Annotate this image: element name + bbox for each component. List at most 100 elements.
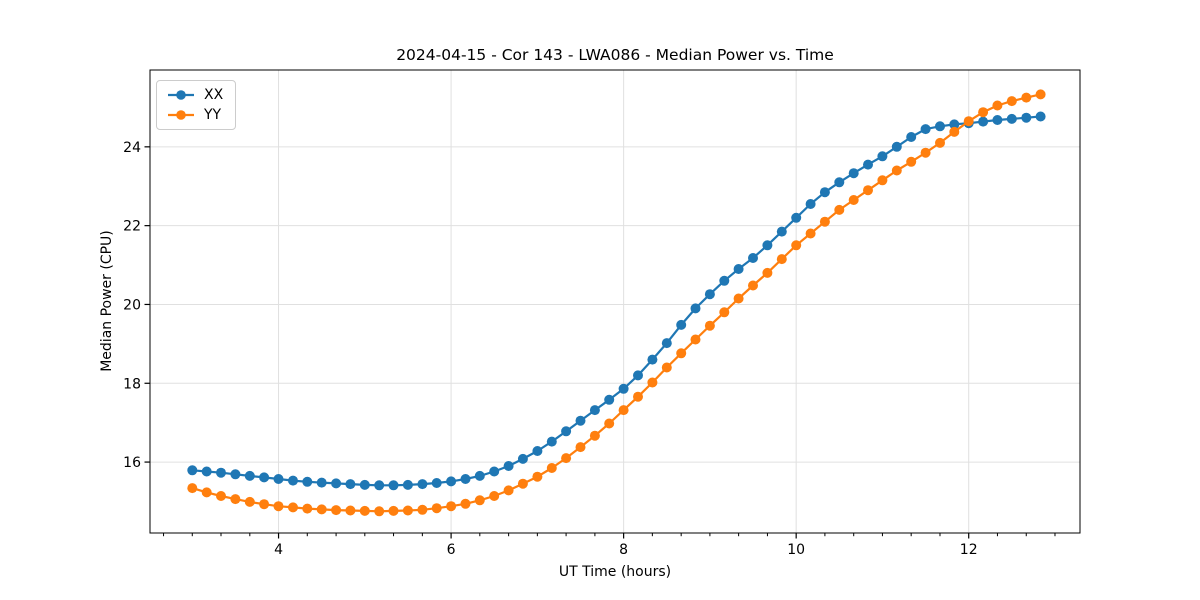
series-xx-point (288, 475, 298, 486)
series-yy-point (460, 498, 471, 509)
series-xx-point (374, 480, 385, 491)
series-yy-point (244, 496, 255, 507)
series-xx-point (359, 479, 370, 490)
series-yy-point (891, 165, 902, 176)
series-xx-point (633, 370, 643, 381)
series-xx-point (201, 466, 212, 477)
series-yy-point (402, 505, 413, 516)
x-tick-label: 8 (619, 542, 628, 558)
x-axis-label: UT Time (hours) (558, 564, 672, 580)
series-xx-point (216, 467, 226, 478)
series-xx-point (474, 470, 485, 481)
series-xx-point (331, 478, 342, 489)
series-xx-point (719, 275, 730, 286)
series-yy-point (1021, 92, 1032, 103)
series-yy-point (359, 505, 370, 516)
series-yy-point (532, 471, 543, 482)
series-yy-point (388, 505, 399, 516)
series-xx-point (863, 159, 873, 170)
series-xx-point (402, 479, 413, 490)
y-axis-label: Median Power (CPU) (99, 230, 115, 372)
series-yy-point (834, 204, 845, 215)
series-xx-point (906, 132, 917, 142)
series-xx-point (834, 177, 845, 188)
series-xx-point (273, 474, 284, 484)
series-yy-point (331, 505, 342, 516)
series-yy-point (1006, 96, 1017, 107)
series-yy-point (316, 504, 327, 515)
axes-spines (149, 69, 1081, 534)
series-yy-point (489, 491, 500, 501)
series-xx-point (877, 151, 888, 162)
series-xx-point (316, 477, 327, 488)
series-yy-point (273, 501, 284, 512)
series-xx-point (604, 394, 615, 405)
series-xx-point (503, 461, 514, 471)
series-xx-point (748, 253, 758, 263)
y-tick-label: 16 (123, 455, 141, 471)
series-yy-point (733, 293, 744, 304)
series-yy-point (920, 147, 931, 158)
series-yy-point (446, 501, 457, 512)
series-xx-line (191, 115, 1042, 487)
series-xx-point (187, 465, 198, 476)
series-yy-point (690, 334, 701, 345)
series-yy-point (704, 320, 715, 331)
series-yy-point (345, 505, 356, 516)
series-xx-point (230, 469, 241, 480)
series-xx-point (1006, 113, 1017, 124)
series-yy-point (230, 494, 241, 505)
series-yy-point (963, 116, 974, 127)
series-xx-point (704, 289, 715, 300)
series-xx-point (259, 472, 270, 483)
series-yy-point (201, 487, 212, 498)
series-yy-point (633, 391, 643, 402)
series-yy-point (618, 405, 629, 416)
legend: XX YY (156, 80, 237, 130)
series-yy-point (791, 240, 802, 251)
series-yy-point (863, 185, 873, 196)
series-xx-point (460, 474, 471, 484)
series-yy-point (474, 495, 485, 506)
series-yy-point (949, 126, 960, 137)
legend-item-yy: YY (166, 108, 223, 122)
series-xx-point (935, 121, 945, 132)
series-xx-point (819, 187, 830, 198)
series-yy-point (288, 502, 298, 513)
series-yy-point (431, 503, 442, 514)
series-yy-point (302, 503, 313, 514)
series-xx-point (589, 405, 600, 416)
series-yy-point (575, 442, 586, 453)
series-xx-point (676, 319, 687, 330)
legend-marker-xx (168, 90, 194, 100)
series-xx-point (848, 168, 859, 179)
series-xx-point (417, 479, 428, 490)
series-xx-point (345, 479, 356, 490)
series-yy-point (503, 485, 514, 496)
series-yy-point (877, 175, 888, 186)
series-xx-point (791, 212, 802, 223)
x-tick-label: 12 (960, 542, 978, 558)
y-tick-label: 22 (123, 219, 141, 235)
series-xx-point (431, 478, 442, 488)
x-tick-label: 4 (274, 542, 283, 558)
series-xx-point (561, 426, 572, 437)
series-yy-point (719, 307, 730, 318)
legend-label-yy: YY (204, 107, 222, 123)
series-yy-point (978, 107, 989, 118)
series-xx-point (920, 124, 931, 135)
series-xx-point (532, 446, 543, 456)
series-xx-point (949, 119, 960, 130)
series-yy-point (546, 463, 557, 473)
y-tick-label: 20 (123, 297, 141, 313)
series-xx-point (618, 383, 629, 394)
series-yy-point (647, 377, 658, 388)
series-xx-point (517, 453, 528, 464)
series-yy-point (906, 156, 917, 167)
x-tick-label: 6 (447, 542, 456, 558)
series-yy-point (776, 254, 787, 265)
series-xx-point (891, 141, 902, 152)
series-yy-point (805, 228, 816, 239)
